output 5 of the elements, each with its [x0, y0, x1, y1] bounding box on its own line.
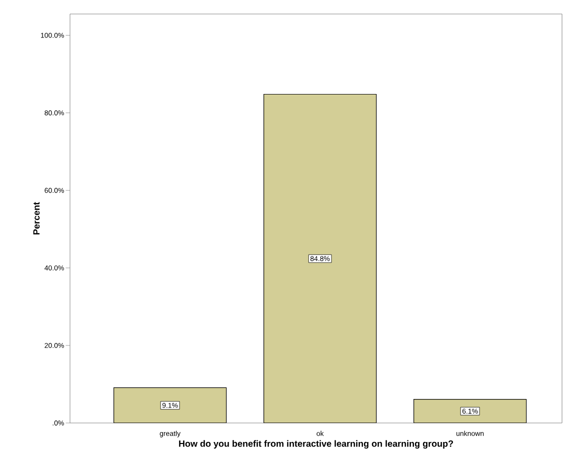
y-axis-title: Percent: [33, 202, 40, 234]
bar: [264, 94, 377, 423]
bar: [114, 387, 227, 423]
bar: [414, 399, 527, 423]
x-axis-title: How do you benefit from interactive learning on learning group?: [179, 440, 454, 449]
